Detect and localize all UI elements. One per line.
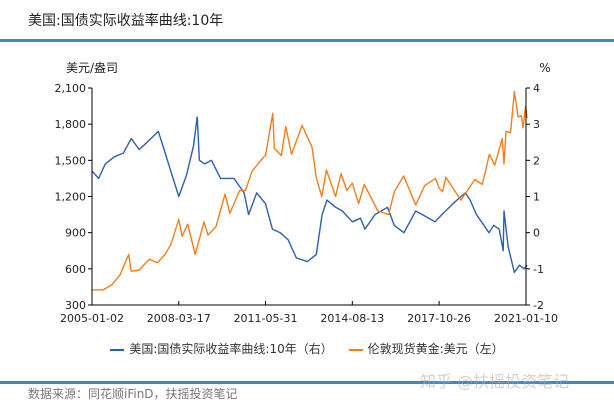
left-tick-label: 600 — [65, 263, 86, 276]
right-axis-label: % — [539, 61, 550, 75]
left-tick-label: 1,200 — [55, 191, 87, 204]
right-tick-label: 4 — [533, 82, 540, 95]
legend-item-real-yield: 美国:国债实际收益率曲线:10年（右） — [110, 342, 333, 356]
left-tick-label: 1,500 — [55, 154, 87, 167]
data-source: 数据来源：同花顺iFinD，扶摇投资笔记 — [28, 387, 238, 401]
footer-divider — [0, 381, 614, 384]
right-tick-label: 0 — [533, 227, 540, 240]
right-tick-label: 3 — [533, 118, 540, 131]
series-line-1 — [92, 90, 528, 291]
x-tick-label: 2017-10-26 — [407, 312, 471, 325]
right-tick-label: 2 — [533, 154, 540, 167]
x-tick-label: 2005-01-02 — [60, 312, 124, 325]
right-tick-label: 1 — [533, 191, 540, 204]
left-tick-label: 1,800 — [55, 118, 87, 131]
legend-label: 美国:国债实际收益率曲线:10年（右） — [129, 342, 333, 356]
watermark: 知乎 @扶摇投资笔记 — [420, 372, 570, 391]
left-tick-label: 300 — [65, 299, 86, 312]
left-tick-label: 900 — [65, 227, 86, 240]
left-tick-label: 2,100 — [55, 82, 87, 95]
legend-swatch-orange — [348, 348, 363, 351]
right-tick-label: -1 — [533, 263, 544, 276]
legend: 美国:国债实际收益率曲线:10年（右） 伦敦现货黄金:美元（左） — [0, 340, 614, 357]
right-tick-label: -2 — [533, 299, 544, 312]
x-tick-label: 2014-08-13 — [320, 312, 384, 325]
page-title: 美国:国债实际收益率曲线:10年 — [28, 13, 224, 29]
left-axis-label: 美元/盎司 — [66, 61, 118, 75]
series-line-0 — [91, 116, 528, 274]
legend-swatch-blue — [110, 348, 125, 351]
header-divider — [0, 39, 614, 42]
x-tick-label: 2011-05-31 — [234, 312, 298, 325]
legend-label: 伦敦现货黄金:美元（左） — [367, 342, 504, 356]
x-tick-label: 2021-01-10 — [494, 312, 558, 325]
legend-item-gold: 伦敦现货黄金:美元（左） — [348, 342, 504, 356]
x-tick-label: 2008-03-17 — [147, 312, 211, 325]
